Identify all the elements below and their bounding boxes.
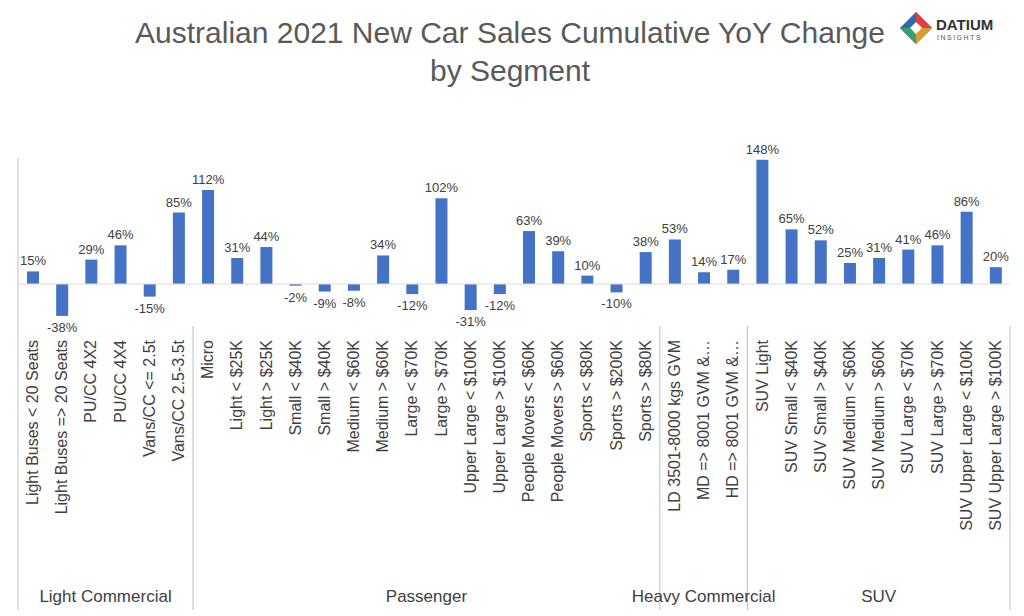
svg-text:46%: 46% bbox=[108, 227, 134, 242]
svg-text:Light Commercial: Light Commercial bbox=[39, 587, 171, 606]
svg-text:SUV Large < $70K: SUV Large < $70K bbox=[899, 340, 916, 474]
svg-text:31%: 31% bbox=[224, 240, 250, 255]
svg-text:38%: 38% bbox=[633, 234, 659, 249]
svg-text:INSIGHTS: INSIGHTS bbox=[937, 34, 982, 41]
svg-text:Medium > $60K: Medium > $60K bbox=[374, 340, 391, 453]
html-text:Australian 2021 New Car Sales: Australian 2021 New Car Sales Cumulative… bbox=[135, 16, 885, 87]
svg-text:PU/CC 4X4: PU/CC 4X4 bbox=[112, 340, 129, 423]
svg-text:Medium < $60K: Medium < $60K bbox=[345, 340, 362, 453]
svg-text:112%: 112% bbox=[192, 172, 225, 187]
svg-text:Light Buses => 20 Seats: Light Buses => 20 Seats bbox=[53, 340, 70, 514]
svg-text:-31%: -31% bbox=[455, 314, 486, 329]
svg-text:Micro: Micro bbox=[199, 340, 216, 379]
svg-text:44%: 44% bbox=[253, 229, 279, 244]
svg-text:20%: 20% bbox=[983, 249, 1009, 264]
svg-text:85%: 85% bbox=[166, 195, 192, 210]
svg-text:SUV Small < $40K: SUV Small < $40K bbox=[783, 340, 800, 473]
svg-text:31%: 31% bbox=[866, 240, 892, 255]
svg-text:Large > $70K: Large > $70K bbox=[433, 340, 450, 437]
svg-text:14%: 14% bbox=[691, 254, 717, 269]
svg-text:SUV Large > $70K: SUV Large > $70K bbox=[929, 340, 946, 474]
svg-text:DATIUM: DATIUM bbox=[936, 16, 993, 33]
svg-text:Sports > $200K: Sports > $200K bbox=[608, 340, 625, 451]
svg-text:Heavy Commercial: Heavy Commercial bbox=[632, 587, 776, 606]
svg-text:53%: 53% bbox=[662, 221, 688, 236]
svg-text:Small < $40K: Small < $40K bbox=[287, 340, 304, 436]
svg-text:Upper Large > $100K: Upper Large > $100K bbox=[491, 340, 508, 494]
svg-text:-12%: -12% bbox=[397, 298, 428, 313]
svg-text:Light > $25K: Light > $25K bbox=[258, 340, 275, 431]
svg-text:PU/CC 4X2: PU/CC 4X2 bbox=[82, 340, 99, 423]
svg-text:17%: 17% bbox=[720, 252, 746, 267]
svg-text:-8%: -8% bbox=[342, 295, 366, 310]
svg-text:-10%: -10% bbox=[601, 296, 632, 311]
svg-text:Sports < $80K: Sports < $80K bbox=[578, 340, 595, 442]
svg-text:65%: 65% bbox=[779, 211, 805, 226]
svg-text:Vans/CC <= 2.5t: Vans/CC <= 2.5t bbox=[141, 339, 158, 457]
svg-text:Small > $40K: Small > $40K bbox=[316, 340, 333, 436]
svg-text:34%: 34% bbox=[370, 237, 396, 252]
svg-text:-2%: -2% bbox=[284, 290, 308, 305]
svg-text:41%: 41% bbox=[895, 232, 921, 247]
svg-text:Light < $25K: Light < $25K bbox=[228, 340, 245, 431]
svg-text:25%: 25% bbox=[837, 245, 863, 260]
svg-text:-9%: -9% bbox=[313, 296, 337, 311]
svg-text:-15%: -15% bbox=[135, 301, 166, 316]
svg-text:SUV Light: SUV Light bbox=[754, 339, 771, 412]
svg-text:SUV Upper Large > $100K: SUV Upper Large > $100K bbox=[987, 340, 1004, 531]
svg-text:39%: 39% bbox=[545, 233, 571, 248]
svg-text:10%: 10% bbox=[574, 258, 600, 273]
svg-text:SUV: SUV bbox=[861, 587, 897, 606]
svg-text:Vans/CC 2.5-3.5t: Vans/CC 2.5-3.5t bbox=[170, 339, 187, 461]
svg-text:52%: 52% bbox=[808, 222, 834, 237]
svg-text:63%: 63% bbox=[516, 213, 542, 228]
svg-text:Upper Large < $100K: Upper Large < $100K bbox=[462, 340, 479, 494]
svg-text:People Movers < $60K: People Movers < $60K bbox=[520, 340, 537, 503]
svg-text:SUV Small > $40K: SUV Small > $40K bbox=[812, 340, 829, 473]
svg-text:Light Buses < 20 Seats: Light Buses < 20 Seats bbox=[24, 340, 41, 505]
svg-text:Large < $70K: Large < $70K bbox=[403, 340, 420, 437]
svg-text:SUV Upper Large < $100K: SUV Upper Large < $100K bbox=[958, 340, 975, 531]
svg-text:Passenger: Passenger bbox=[386, 587, 468, 606]
svg-text:148%: 148% bbox=[746, 142, 780, 157]
svg-text:102%: 102% bbox=[425, 180, 459, 195]
svg-text:HD => 8001 GVM &…: HD => 8001 GVM &… bbox=[724, 340, 741, 498]
svg-text:LD 3501-8000 kgs GVM: LD 3501-8000 kgs GVM bbox=[666, 340, 683, 512]
svg-text:People Movers > $60K: People Movers > $60K bbox=[549, 340, 566, 503]
svg-text:SUV Medium < $60K: SUV Medium < $60K bbox=[841, 340, 858, 490]
svg-text:15%: 15% bbox=[20, 253, 46, 268]
svg-text:SUV Medium > $60K: SUV Medium > $60K bbox=[870, 340, 887, 490]
svg-text:29%: 29% bbox=[78, 242, 104, 257]
svg-text:Sports > $80K: Sports > $80K bbox=[637, 340, 654, 442]
svg-text:-38%: -38% bbox=[47, 320, 78, 335]
svg-text:MD => 8001 GVM &…: MD => 8001 GVM &… bbox=[695, 340, 712, 500]
svg-text:-12%: -12% bbox=[485, 298, 516, 313]
svg-text:46%: 46% bbox=[924, 227, 950, 242]
svg-text:86%: 86% bbox=[954, 194, 980, 209]
